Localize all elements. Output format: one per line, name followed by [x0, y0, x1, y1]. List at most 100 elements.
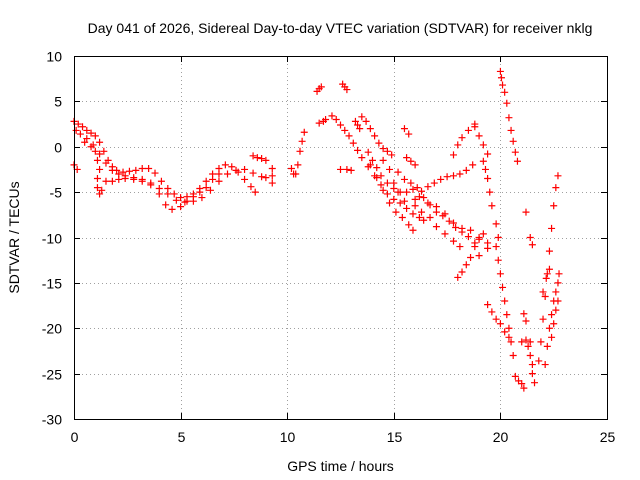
data-point: [537, 338, 545, 346]
data-point: [456, 243, 464, 251]
data-point: [509, 351, 517, 359]
data-point: [492, 220, 500, 228]
data-point: [413, 184, 421, 192]
data-point: [93, 184, 101, 192]
x-tick-label: 25: [600, 429, 616, 445]
data-point: [501, 328, 509, 336]
data-point: [125, 167, 133, 175]
data-point: [157, 177, 165, 185]
data-point: [475, 252, 483, 260]
series-arc19: [379, 156, 408, 205]
data-point: [539, 315, 547, 323]
data-point: [322, 116, 330, 124]
data-point: [499, 283, 507, 291]
data-point: [258, 173, 266, 181]
x-tick-label: 20: [493, 429, 509, 445]
data-point: [543, 342, 551, 350]
data-point: [294, 161, 302, 169]
series-arc39: [524, 342, 539, 387]
data-point: [449, 151, 457, 159]
data-point: [390, 179, 398, 187]
data-point: [528, 241, 536, 249]
data-point: [441, 210, 449, 218]
data-point: [418, 187, 426, 195]
data-point: [347, 166, 355, 174]
axes-layer: 0 5 10 15 20 25 -30 -25 -20 -15 -10 -5 0 5 10: [42, 49, 616, 446]
grid-layer: [74, 56, 607, 419]
data-point: [479, 157, 487, 165]
data-point: [96, 165, 104, 173]
series-arc14: [345, 132, 428, 224]
data-point: [518, 380, 526, 388]
data-point: [497, 74, 505, 82]
data-point: [509, 137, 517, 145]
data-point: [554, 279, 562, 287]
data-point: [458, 268, 466, 276]
data-point: [488, 308, 496, 316]
data-point: [403, 154, 411, 162]
data-point: [420, 194, 428, 202]
series-arc17: [364, 148, 417, 196]
data-point: [400, 175, 408, 183]
series-arc32: [496, 67, 507, 89]
data-point: [202, 177, 210, 185]
data-point: [251, 188, 259, 196]
data-point: [471, 123, 479, 131]
x-tick-label: 15: [387, 429, 403, 445]
data-point: [479, 230, 487, 238]
data-point: [247, 183, 255, 191]
data-point: [484, 150, 492, 158]
data-point: [93, 175, 101, 183]
series-arc27: [471, 123, 492, 158]
data-point: [108, 166, 116, 174]
data-point: [130, 175, 138, 183]
data-point: [449, 219, 457, 227]
data-point: [469, 161, 477, 169]
data-point: [262, 174, 270, 182]
series-arc22: [400, 125, 413, 138]
data-point: [373, 174, 381, 182]
data-point: [341, 126, 349, 134]
series-arc4: [70, 161, 81, 173]
data-point: [467, 226, 475, 234]
data-point: [147, 181, 155, 189]
data-point: [170, 190, 178, 198]
data-point: [424, 199, 432, 207]
data-point: [91, 147, 99, 155]
data-point: [296, 147, 304, 155]
data-point: [520, 310, 528, 318]
data-point: [518, 338, 526, 346]
series-arc8: [292, 128, 308, 178]
data-point: [398, 214, 406, 222]
series-arc16: [358, 113, 396, 159]
data-point: [262, 156, 270, 164]
data-point: [548, 311, 556, 319]
data-point: [121, 175, 129, 183]
data-point: [268, 172, 276, 180]
data-point: [132, 166, 140, 174]
data-point: [379, 186, 387, 194]
data-point: [505, 114, 513, 122]
data-point: [138, 177, 146, 185]
series-arc20: [411, 161, 477, 203]
series-arc30: [484, 301, 513, 341]
series-arc29: [479, 157, 502, 241]
data-point: [253, 154, 261, 162]
data-point: [328, 112, 336, 120]
y-tick-label: -5: [50, 185, 63, 201]
data-point: [467, 253, 475, 261]
data-point: [449, 237, 457, 245]
data-point: [545, 265, 553, 273]
data-point: [183, 197, 191, 205]
data-point: [87, 143, 95, 151]
data-point: [505, 333, 513, 341]
series-arc10: [315, 116, 330, 127]
y-tick-label: 0: [54, 140, 62, 156]
data-point: [394, 168, 402, 176]
data-point: [258, 155, 266, 163]
x-axis-label: GPS time / hours: [287, 458, 394, 474]
data-point: [484, 175, 492, 183]
data-point: [298, 137, 306, 145]
data-point: [300, 128, 308, 136]
data-point: [386, 165, 394, 173]
